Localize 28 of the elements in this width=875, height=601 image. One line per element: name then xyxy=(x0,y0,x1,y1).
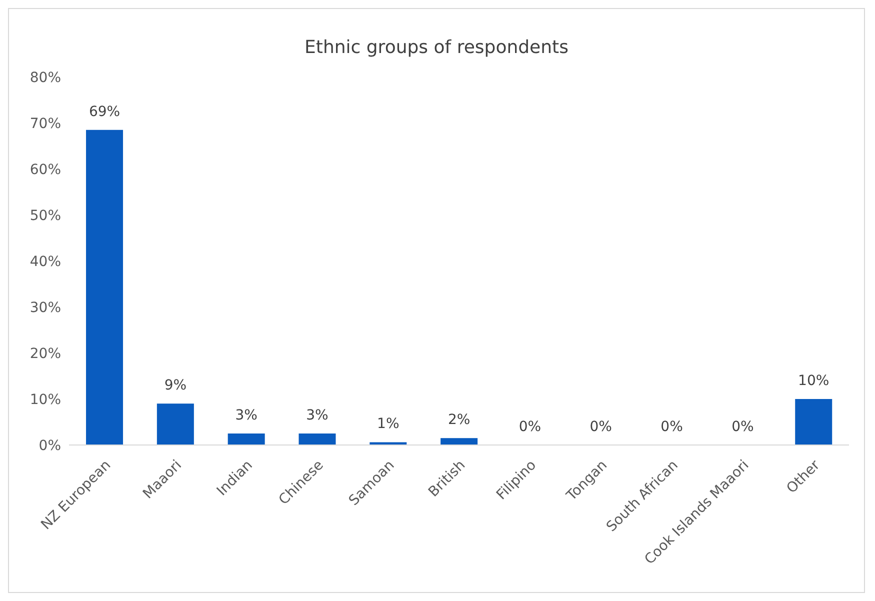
y-tick-label: 50% xyxy=(30,208,61,224)
data-label: 10% xyxy=(798,373,830,389)
data-label: 69% xyxy=(88,104,120,120)
y-tick-label: 0% xyxy=(38,438,61,454)
y-tick-label: 40% xyxy=(30,254,61,270)
bar xyxy=(370,442,407,445)
bar xyxy=(86,130,124,445)
data-label: 1% xyxy=(377,416,400,432)
data-label: 9% xyxy=(164,378,187,394)
data-label: 3% xyxy=(306,408,328,424)
y-tick-label: 70% xyxy=(30,116,61,132)
y-tick-label: 60% xyxy=(30,162,61,178)
bar xyxy=(440,438,478,445)
y-tick-label: 10% xyxy=(30,392,61,408)
bar xyxy=(156,404,194,445)
data-label: 3% xyxy=(235,408,258,424)
y-tick-label: 30% xyxy=(30,300,61,316)
data-label: 0% xyxy=(590,419,612,435)
data-label: 0% xyxy=(518,419,542,435)
y-tick-label: 80% xyxy=(30,70,61,86)
bar xyxy=(795,399,832,445)
data-label: 0% xyxy=(732,419,754,435)
bar xyxy=(228,434,265,445)
chart-title: Ethnic groups of respondents xyxy=(304,36,570,60)
bar xyxy=(298,434,336,445)
data-label: 0% xyxy=(660,419,683,435)
y-tick-label: 20% xyxy=(30,346,61,362)
data-label: 2% xyxy=(448,412,470,428)
